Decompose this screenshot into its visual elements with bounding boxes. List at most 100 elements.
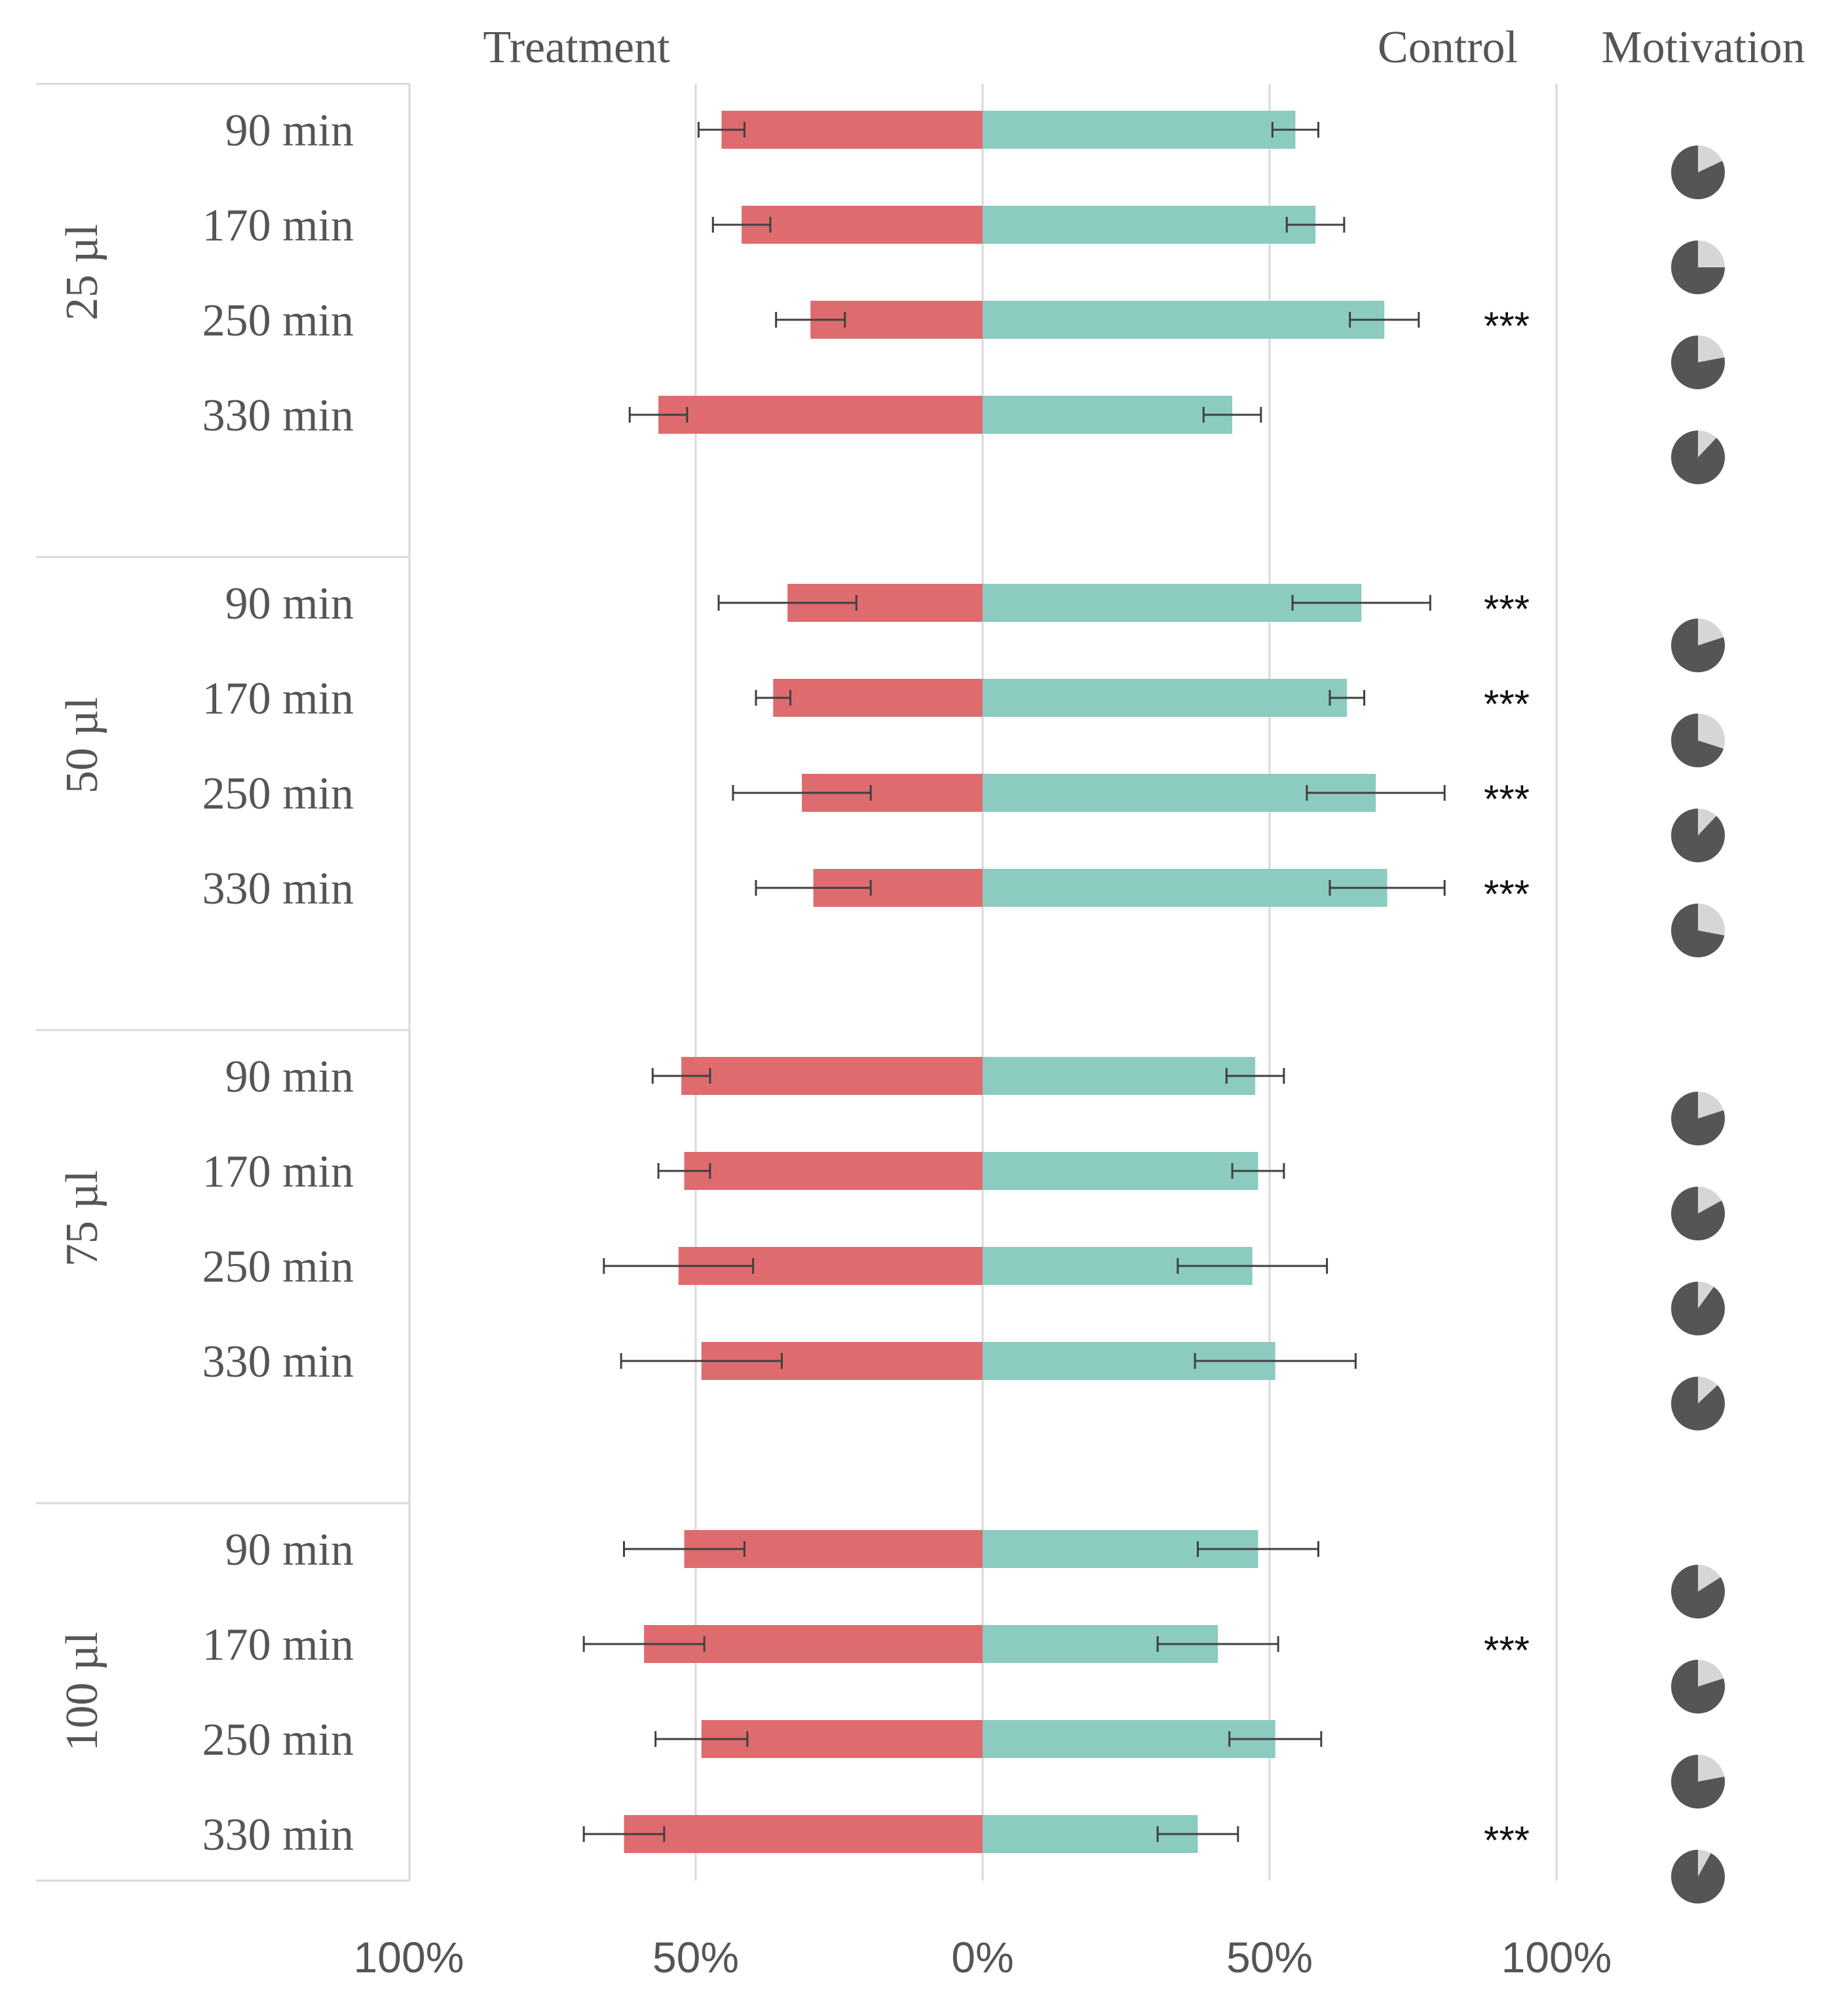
treatment-bar (742, 206, 983, 244)
control-error-bar (1285, 217, 1346, 233)
motivation-pie (1671, 809, 1725, 862)
treatment-bar (721, 111, 983, 149)
treatment-bar (658, 396, 983, 434)
motivation-pie (1670, 1187, 1725, 1240)
time-label: 250 min (202, 1715, 354, 1765)
control-bar (983, 1152, 1258, 1190)
motivation-pie (1671, 619, 1725, 672)
control-error-bar (1177, 1258, 1329, 1274)
motivation-pie (1670, 1565, 1725, 1618)
treatment-bar (684, 1152, 983, 1190)
motivation-pie (1671, 1850, 1725, 1904)
time-label: 170 min (202, 1147, 354, 1197)
error-bars (582, 122, 1446, 1842)
x-tick-label: 100% (354, 1933, 464, 1981)
x-tick-label: 100% (1501, 1933, 1612, 1981)
bars (624, 111, 1387, 1853)
header-treatment: Treatment (483, 22, 670, 73)
group-label: 25 µl (57, 224, 107, 320)
treatment-error-bar (603, 1258, 755, 1274)
group-label: 75 µl (57, 1170, 107, 1267)
control-error-bar (1329, 880, 1446, 896)
x-axis-ticks: 100% 50% 0% 50% 100% (354, 1933, 1612, 1981)
treatment-bar (681, 1057, 983, 1095)
group-label: 50 µl (57, 697, 107, 794)
control-error-bar (1349, 312, 1420, 328)
time-label: 330 min (202, 864, 354, 914)
group-label: 100 µl (57, 1632, 107, 1751)
treatment-error-bar (755, 690, 792, 706)
time-label: 330 min (202, 1810, 354, 1860)
control-bar (983, 396, 1233, 434)
treatment-error-bar (628, 407, 688, 423)
x-tick-label: 50% (1226, 1933, 1313, 1981)
control-bar (983, 206, 1316, 244)
significance-marker: *** (1484, 682, 1530, 726)
x-tick-label: 50% (652, 1933, 739, 1981)
row-labels: 25 µl 90 min 170 min 250 min 330 min 50 µl 90 … (57, 105, 354, 1860)
motivation-pie (1671, 145, 1725, 199)
control-error-bar (1306, 785, 1446, 801)
control-bar (983, 869, 1387, 907)
control-error-bar (1291, 595, 1431, 611)
treatment-error-bar (775, 312, 846, 328)
time-label: 170 min (202, 674, 354, 724)
time-label: 250 min (202, 296, 354, 346)
control-error-bar (1329, 690, 1366, 706)
control-error-bar (1271, 122, 1319, 138)
motivation-pie (1670, 335, 1725, 389)
time-label: 330 min (202, 1337, 354, 1387)
significance-marker: *** (1484, 1628, 1530, 1672)
control-bar (983, 679, 1348, 717)
treatment-error-bar (654, 1731, 749, 1747)
motivation-pie (1671, 1660, 1725, 1713)
treatment-bar (624, 1815, 983, 1853)
treatment-error-bar (582, 1826, 666, 1842)
motivation-pie (1671, 904, 1725, 958)
control-bar (983, 111, 1296, 149)
treatment-error-bar (755, 880, 872, 896)
time-label: 90 min (225, 579, 354, 629)
control-error-bar (1225, 1068, 1285, 1084)
motivation-pie (1671, 430, 1725, 484)
control-error-bar (1156, 1636, 1279, 1652)
treatment-error-bar (717, 595, 858, 611)
control-error-bar (1202, 407, 1262, 423)
treatment-bar (773, 679, 983, 717)
significance-marker: *** (1484, 872, 1530, 916)
time-label: 170 min (202, 201, 354, 251)
motivation-pie (1671, 1092, 1725, 1145)
significance-markers: *** *** *** *** *** *** *** (1484, 304, 1530, 1862)
motivation-pie (1671, 1755, 1725, 1808)
time-label: 250 min (202, 1242, 354, 1292)
significance-marker: *** (1484, 304, 1530, 348)
time-label: 330 min (202, 391, 354, 441)
time-label: 90 min (225, 1052, 354, 1102)
time-label: 90 min (225, 1525, 354, 1575)
treatment-error-bar (657, 1163, 711, 1179)
treatment-error-bar (623, 1541, 745, 1557)
time-label: 170 min (202, 1620, 354, 1670)
control-bar (983, 1057, 1256, 1095)
label-panel (36, 83, 411, 1882)
control-bar (983, 301, 1385, 339)
treatment-error-bar (582, 1636, 706, 1652)
header-motivation: Motivation (1601, 22, 1805, 73)
time-label: 90 min (225, 105, 354, 156)
motivation-pie (1671, 1377, 1725, 1430)
significance-marker: *** (1484, 777, 1530, 821)
time-label: 250 min (202, 769, 354, 819)
motivation-pie (1671, 240, 1725, 294)
control-error-bar (1228, 1731, 1323, 1747)
treatment-error-bar (711, 217, 772, 233)
motivation-pies (1670, 145, 1725, 1904)
motivation-pie (1670, 1282, 1725, 1335)
control-error-bar (1156, 1826, 1239, 1842)
x-tick-label: 0% (951, 1933, 1013, 1981)
significance-marker: *** (1484, 1818, 1530, 1862)
gridlines (694, 84, 1558, 1881)
control-bar (983, 1720, 1275, 1758)
control-error-bar (1231, 1163, 1285, 1179)
motivation-pie (1671, 714, 1725, 767)
